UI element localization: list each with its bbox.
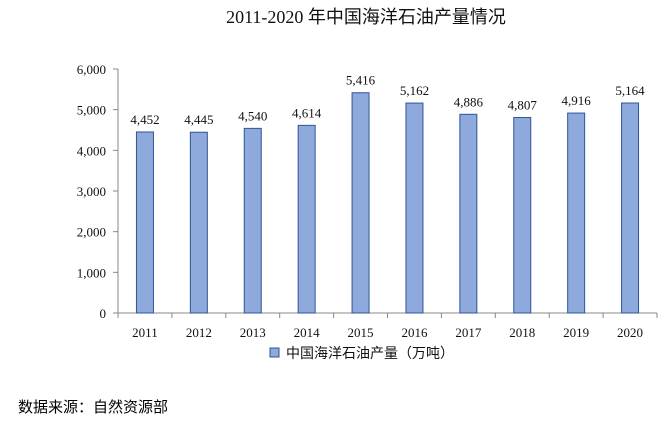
bar-2012 (189, 131, 208, 314)
data-label-2020: 5,164 (615, 83, 645, 98)
y-tick-label: 2,000 (77, 225, 106, 240)
data-label-2016: 5,162 (400, 83, 429, 98)
data-label-2017: 4,886 (454, 94, 484, 109)
data-label-2018: 4,807 (508, 98, 538, 113)
chart-area: 2011-2020 年中国海洋石油产量情况 0 1,000 2,000 3,000 4,… (77, 7, 658, 362)
data-label-2012: 4,445 (184, 112, 213, 127)
bar-2016 (405, 102, 424, 314)
bar-2020 (621, 102, 640, 314)
bar-2011 (135, 131, 154, 314)
x-tick-label-2020: 2020 (617, 325, 643, 340)
data-label-2019: 4,916 (562, 93, 592, 108)
y-tick-label: 3,000 (77, 184, 106, 199)
legend-swatch (269, 347, 280, 358)
data-label-2013: 4,540 (238, 108, 267, 123)
bar-2019 (567, 112, 586, 314)
x-tick-label-2015: 2015 (348, 325, 374, 340)
source-note: 数据来源：自然资源部 (18, 398, 169, 416)
y-tick-label: 5,000 (77, 103, 106, 118)
chart-title: 2011-2020 年中国海洋石油产量情况 (226, 7, 506, 27)
legend-label: 中国海洋石油产量（万吨） (286, 346, 454, 362)
x-tick-label-2016: 2016 (401, 325, 428, 340)
x-tick-label-2013: 2013 (240, 325, 266, 340)
bar-2013 (243, 127, 262, 314)
y-tick-label: 6,000 (77, 62, 106, 77)
data-label-2015: 5,416 (346, 73, 376, 88)
y-tick-label: 1,000 (77, 265, 106, 280)
bar-2017 (459, 113, 478, 314)
bar-2015 (351, 92, 370, 314)
x-tick-label-2012: 2012 (186, 325, 212, 340)
data-label-2014: 4,614 (292, 105, 322, 120)
bar-chart-svg: 2011-2020 年中国海洋石油产量情况 0 1,000 2,000 3,000 4,… (77, 7, 658, 362)
bar-2018 (513, 117, 532, 314)
x-tick-label-2018: 2018 (509, 325, 535, 340)
y-tick-label: 0 (100, 306, 107, 321)
x-tick-label-2019: 2019 (563, 325, 589, 340)
x-tick-label-2011: 2011 (132, 325, 158, 340)
x-tick-label-2014: 2014 (294, 325, 321, 340)
bar-2014 (297, 124, 316, 314)
y-tick-label: 4,000 (77, 143, 106, 158)
x-tick-label-2017: 2017 (455, 325, 482, 340)
data-label-2011: 4,452 (130, 112, 159, 127)
